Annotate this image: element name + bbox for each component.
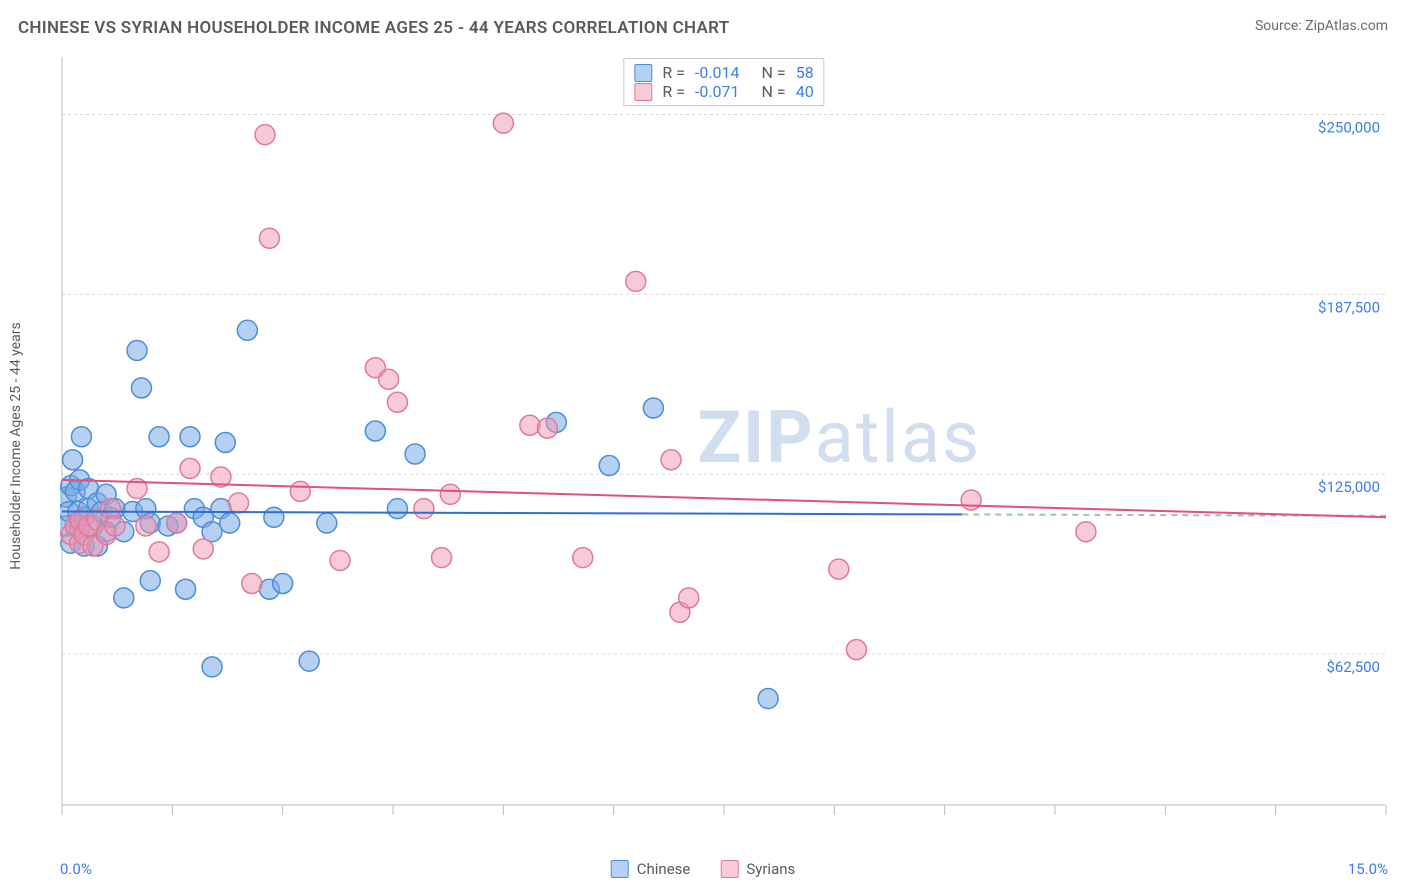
syrians-point (242, 573, 262, 593)
syrians-point (105, 516, 125, 536)
syrians-point (414, 499, 434, 519)
r-label: R = (662, 82, 685, 101)
legend-item-syrians: Syrians (720, 860, 795, 878)
syrians-point (229, 493, 249, 513)
syrians-point (379, 369, 399, 389)
scatter-svg: $62,500 $125,000 $187,500 $250,000 (60, 55, 1388, 827)
chinese-point (202, 657, 222, 677)
legend-swatch-icon (720, 860, 738, 878)
n-label: N = (762, 63, 786, 82)
legend-item-chinese: Chinese (611, 860, 691, 878)
r-label: R = (662, 63, 685, 82)
chinese-point (758, 689, 778, 709)
syrians-point (961, 490, 981, 510)
syrians-point (149, 542, 169, 562)
syrians-point (679, 588, 699, 608)
syrians-point (626, 271, 646, 291)
syrians-point (440, 484, 460, 504)
legend-label: Chinese (637, 860, 691, 878)
chinese-point (317, 513, 337, 533)
chinese-point (131, 378, 151, 398)
syrians-point (493, 113, 513, 133)
x-axis-max-label: 15.0% (1348, 860, 1388, 878)
legend-swatch-icon (634, 64, 652, 82)
syrians-point (537, 418, 557, 438)
syrians-point (136, 516, 156, 536)
syrians-point (290, 481, 310, 501)
svg-text:$62,500: $62,500 (1326, 658, 1380, 676)
syrians-point (846, 640, 866, 660)
r-value: -0.071 (695, 82, 740, 101)
syrians-point (180, 458, 200, 478)
syrians-point (829, 559, 849, 579)
n-value: 40 (796, 82, 814, 101)
syrians-point (255, 125, 275, 145)
syrians-point (573, 548, 593, 568)
correlation-legend: R = -0.014 N = 58 R = -0.071 N = 40 (623, 58, 824, 106)
y-axis-label: Householder Income Ages 25 - 44 years (8, 322, 24, 569)
syrians-point (193, 539, 213, 559)
chart-title: CHINESE VS SYRIAN HOUSEHOLDER INCOME AGE… (18, 18, 730, 38)
chinese-point (180, 427, 200, 447)
source-attribution: Source: ZipAtlas.com (1255, 18, 1388, 38)
chinese-point (237, 320, 257, 340)
chinese-point (387, 499, 407, 519)
syrians-point (167, 513, 187, 533)
r-value: -0.014 (695, 63, 740, 82)
n-value: 58 (796, 63, 814, 82)
syrians-point (432, 548, 452, 568)
correlation-row-chinese: R = -0.014 N = 58 (634, 63, 813, 82)
chinese-point (140, 571, 160, 591)
n-label: N = (762, 82, 786, 101)
chinese-point (176, 579, 196, 599)
legend-swatch-icon (634, 83, 652, 101)
series-legend: Chinese Syrians (611, 860, 796, 878)
chinese-point (63, 450, 83, 470)
chinese-point (220, 513, 240, 533)
chinese-point (599, 456, 619, 476)
chinese-point (299, 651, 319, 671)
correlation-row-syrians: R = -0.071 N = 40 (634, 82, 813, 101)
chinese-point (365, 421, 385, 441)
chinese-point (114, 588, 134, 608)
syrians-point (661, 450, 681, 470)
chinese-point (264, 507, 284, 527)
chinese-point (215, 433, 235, 453)
syrians-point (330, 550, 350, 570)
chinese-point (273, 573, 293, 593)
svg-text:$125,000: $125,000 (1318, 478, 1380, 496)
syrians-point (520, 415, 540, 435)
syrians-point (1076, 522, 1096, 542)
svg-text:$250,000: $250,000 (1318, 119, 1380, 137)
legend-label: Syrians (746, 860, 795, 878)
syrians-point (387, 392, 407, 412)
chinese-point (149, 427, 169, 447)
syrians-point (259, 228, 279, 248)
x-axis-min-label: 0.0% (60, 860, 92, 878)
svg-text:$187,500: $187,500 (1318, 298, 1380, 316)
chinese-point (405, 444, 425, 464)
chinese-point (127, 340, 147, 360)
chinese-point (71, 427, 91, 447)
chinese-point (643, 398, 663, 418)
legend-swatch-icon (611, 860, 629, 878)
chart-area: $62,500$125,000$187,500$250,000 ZIPatlas… (60, 55, 1388, 827)
